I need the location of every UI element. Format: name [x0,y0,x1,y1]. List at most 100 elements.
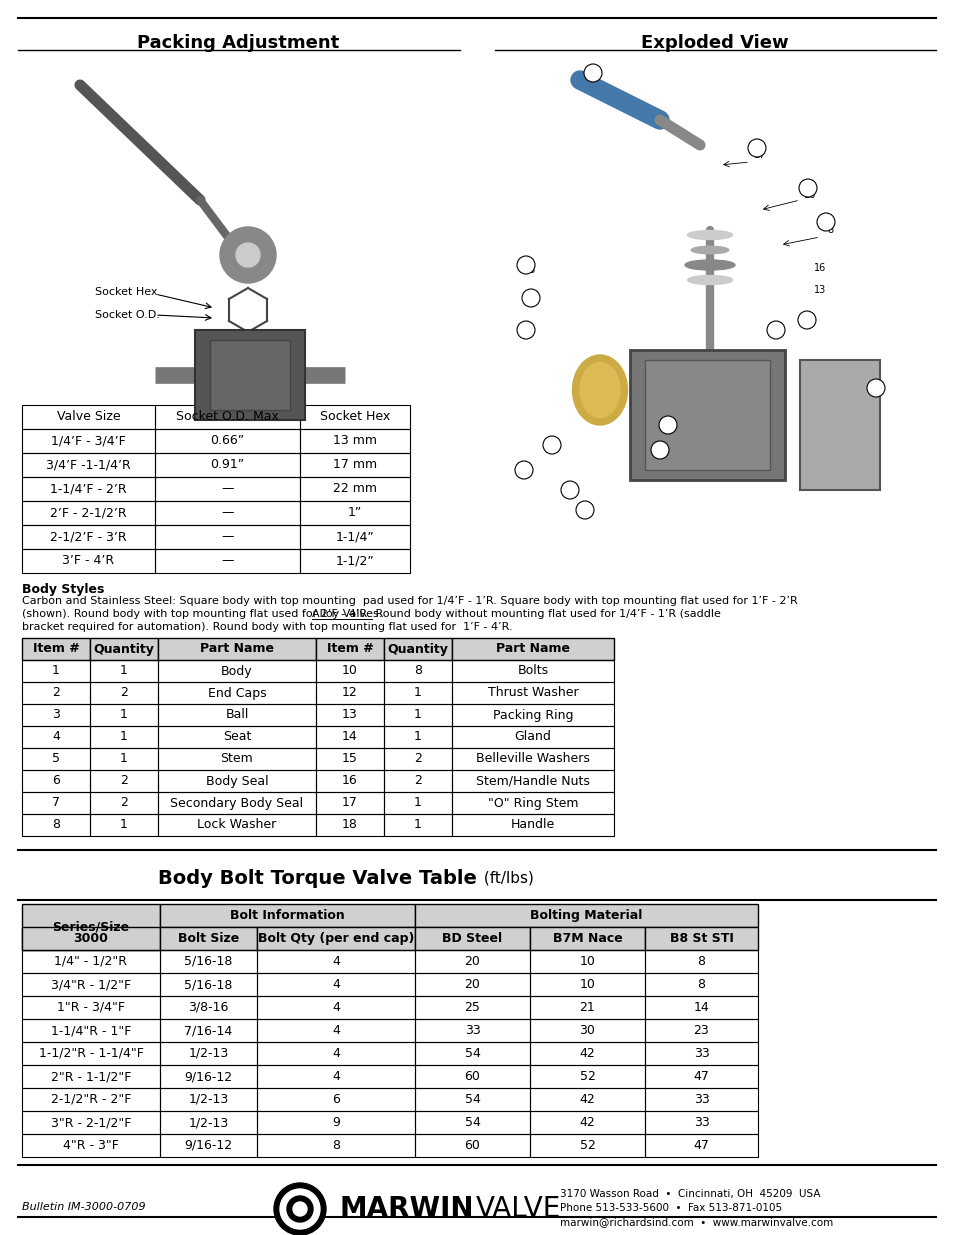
Text: 7: 7 [52,797,60,809]
Bar [384,638,452,659]
Text: Packing Adjustment: Packing Adjustment [136,35,338,52]
Circle shape [576,501,594,519]
Bar [452,814,614,836]
Bar [256,950,415,973]
Bar [194,330,305,420]
Circle shape [293,1202,307,1216]
Text: 4: 4 [52,730,60,743]
Text: 1/2-13: 1/2-13 [188,1093,229,1107]
Bar [384,792,452,814]
Text: Body Bolt Torque Valve Table: Body Bolt Torque Valve Table [158,868,476,888]
Text: 1-1/4"R - 1"F: 1-1/4"R - 1"F [51,1024,132,1037]
Bar [530,973,644,995]
Text: Belleville Washers: Belleville Washers [476,752,589,766]
Text: 8: 8 [414,664,421,678]
Text: 1"R - 3/4"F: 1"R - 3/4"F [57,1002,125,1014]
Text: "O" Ring Stem: "O" Ring Stem [487,797,578,809]
Text: 30: 30 [579,1024,595,1037]
Bar [154,405,299,429]
Text: 1/2-13: 1/2-13 [188,1116,229,1129]
Text: 14: 14 [693,1002,709,1014]
Text: Body Seal: Body Seal [206,774,268,788]
Text: 2: 2 [414,774,421,788]
Text: 3/8-16: 3/8-16 [188,1002,229,1014]
Text: 12: 12 [519,326,531,335]
Text: Socket Hex: Socket Hex [95,287,157,296]
Text: Stem: Stem [220,752,253,766]
Text: 7/16-14: 7/16-14 [184,1024,233,1037]
Text: 4: 4 [664,420,670,430]
Ellipse shape [572,354,627,425]
Text: 13: 13 [801,315,812,325]
Text: 1-1/4’F - 2’R: 1-1/4’F - 2’R [51,483,127,495]
Text: Exploded View: Exploded View [640,35,788,52]
Bar [299,550,410,573]
Bar [299,405,410,429]
Bar [299,501,410,525]
Bar [299,429,410,453]
Bar [415,950,530,973]
Bar [256,1065,415,1088]
Bar [256,995,415,1019]
Text: 15: 15 [342,752,357,766]
Bar [90,748,158,769]
Bar [90,814,158,836]
Text: VALVE: VALVE [476,1195,560,1223]
Bar [256,973,415,995]
Text: Quantity: Quantity [387,642,448,656]
Text: 17: 17 [753,149,765,161]
Bar [315,682,384,704]
Bar [90,769,158,792]
Text: 20: 20 [464,955,480,968]
Text: 1”: 1” [348,506,362,520]
Bar [800,359,879,490]
Bar [154,525,299,550]
Text: 2-1/2’F - 3’R: 2-1/2’F - 3’R [51,531,127,543]
Bar [160,1134,256,1157]
Text: 3000: 3000 [73,932,109,945]
Text: 4: 4 [332,1024,339,1037]
Text: Thrust Washer: Thrust Washer [487,687,578,699]
Bar [22,792,90,814]
Circle shape [521,289,539,308]
Text: marwin@richardsind.com  •  www.marwinvalve.com: marwin@richardsind.com • www.marwinvalve… [559,1216,832,1228]
Bar [644,1019,758,1042]
Bar [530,1088,644,1112]
Text: Socket Hex: Socket Hex [319,410,390,424]
Text: 8: 8 [332,1139,339,1152]
Text: 0.91”: 0.91” [211,458,244,472]
Text: Quantity: Quantity [93,642,154,656]
Bar [384,682,452,704]
Text: B7M Nace: B7M Nace [552,932,621,945]
Text: 10: 10 [579,955,595,968]
Bar [22,659,90,682]
Text: Bolts: Bolts [517,664,548,678]
Text: 33: 33 [464,1024,480,1037]
Bar [644,359,769,471]
Text: (ft/lbs): (ft/lbs) [478,871,534,885]
Bar [644,973,758,995]
Bar [384,814,452,836]
Circle shape [650,441,668,459]
Text: BD Steel: BD Steel [442,932,502,945]
Bar [90,659,158,682]
Bar [158,659,315,682]
Bar [644,1088,758,1112]
Bar [22,477,154,501]
Bar [452,792,614,814]
Text: 5/16-18: 5/16-18 [184,955,233,968]
Bar [452,659,614,682]
Bar [158,814,315,836]
Bar [154,453,299,477]
Bar [644,1134,758,1157]
Bar [644,1112,758,1134]
Text: Bulletin IM-3000-0709: Bulletin IM-3000-0709 [22,1202,146,1212]
Text: 1: 1 [414,819,421,831]
Text: Packing Ring: Packing Ring [493,709,573,721]
Text: Bolt Size: Bolt Size [177,932,239,945]
Bar [22,927,160,950]
Bar [530,1019,644,1042]
Text: 0.66”: 0.66” [211,435,244,447]
Text: Carbon and Stainless Steel: Square body with top mounting  pad used for 1/4’F - : Carbon and Stainless Steel: Square body … [22,597,797,606]
Bar [160,950,256,973]
